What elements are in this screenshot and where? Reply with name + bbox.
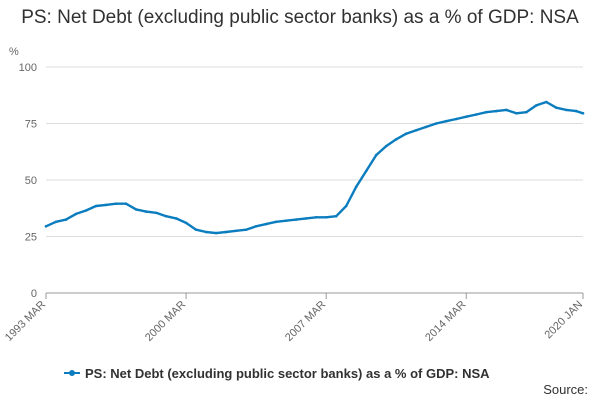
legend-label: PS: Net Debt (excluding public sector ba… [85, 366, 490, 381]
y-tick-label: 0 [31, 288, 37, 300]
data-point [274, 220, 278, 224]
data-point [294, 218, 298, 221]
data-point [214, 231, 218, 235]
data-point [264, 222, 268, 226]
y-tick-label: 75 [25, 119, 37, 131]
data-point [284, 219, 288, 222]
data-point [304, 217, 308, 220]
data-point [444, 119, 448, 123]
data-point [374, 153, 378, 157]
data-point [74, 212, 78, 216]
legend-marker [69, 370, 75, 376]
data-point [404, 132, 408, 135]
data-point [525, 110, 528, 114]
data-point [124, 202, 128, 205]
data-point [94, 204, 98, 208]
data-point [384, 144, 388, 148]
y-tick-label: 25 [25, 232, 37, 244]
legend[interactable]: PS: Net Debt (excluding public sector ba… [64, 366, 490, 381]
data-point [505, 108, 508, 112]
data-point [184, 221, 188, 225]
data-point [334, 214, 338, 218]
y-tick-label: 100 [19, 62, 37, 74]
data-point [154, 211, 158, 215]
x-tick-label: 2000 MAR [143, 299, 188, 344]
chart-title: PS: Net Debt (excluding public sector ba… [21, 7, 579, 28]
data-point [475, 113, 478, 116]
data-point [54, 220, 58, 224]
data-point [414, 129, 418, 132]
x-tick-label: 2007 MAR [283, 299, 328, 344]
data-point [164, 214, 168, 218]
data-point [485, 110, 488, 114]
data-point [555, 106, 558, 109]
data-point [434, 122, 438, 125]
data-point [194, 228, 198, 231]
data-point [174, 217, 178, 220]
data-point [324, 216, 328, 219]
data-point [581, 112, 585, 115]
data-point [64, 218, 68, 221]
data-point [224, 230, 228, 234]
data-point [84, 209, 88, 212]
data-point [495, 109, 498, 113]
data-point [535, 104, 538, 107]
data-point [455, 117, 458, 121]
data-point [144, 210, 148, 213]
series-line [44, 100, 585, 235]
data-point [394, 138, 398, 141]
grid-layer [46, 66, 583, 294]
data-point [575, 109, 578, 113]
data-point [565, 108, 568, 112]
data-point [364, 169, 368, 173]
x-tick-label: 2020 JAN [542, 299, 585, 342]
y-axis-label: % [9, 46, 19, 58]
x-tick-label: 1993 MAR [3, 299, 48, 344]
series-layer [44, 100, 585, 235]
data-point [344, 204, 348, 208]
data-point [254, 225, 258, 228]
data-point [134, 208, 138, 211]
x-tick-label: 2014 MAR [423, 299, 468, 344]
data-point [314, 216, 318, 219]
data-point [44, 225, 48, 228]
data-point [354, 185, 358, 189]
data-point [114, 202, 118, 205]
axis-layer: 0 25 50 75 100% 1993 MAR 2000 MAR 2007 MAR 2014 … [3, 46, 585, 344]
y-tick-label: 50 [25, 175, 37, 187]
data-point [234, 229, 238, 233]
data-point [204, 230, 208, 234]
data-point [244, 228, 248, 231]
data-point [545, 100, 548, 104]
data-point [515, 112, 518, 115]
source-label: Source: [543, 382, 588, 397]
data-point [104, 203, 108, 207]
data-point [424, 125, 428, 129]
data-point [465, 115, 468, 118]
